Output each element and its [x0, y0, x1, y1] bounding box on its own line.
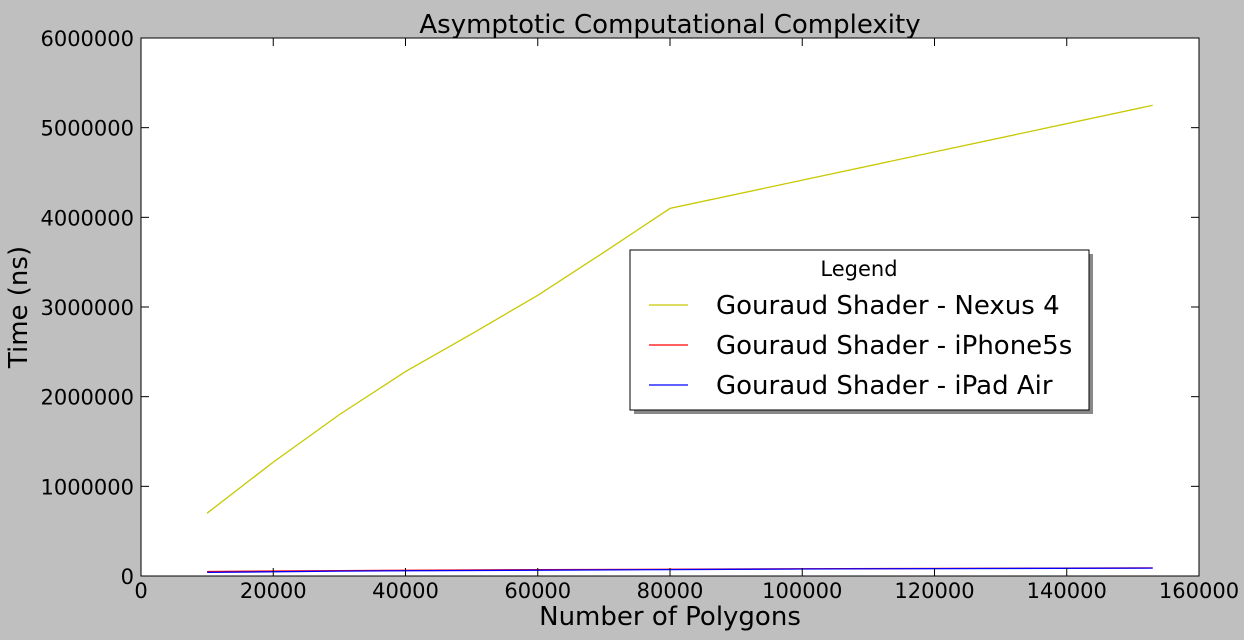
x-tick-label: 40000: [372, 579, 439, 603]
x-tick-label: 160000: [1159, 579, 1239, 603]
y-tick-label: 0: [121, 565, 134, 589]
y-tick-label: 5000000: [40, 117, 134, 141]
x-tick-label: 60000: [504, 579, 571, 603]
series-line-0: [206, 104, 1153, 514]
y-axis-label: Time (ns): [4, 246, 34, 369]
y-tick-label: 2000000: [40, 386, 134, 410]
y-tick-label: 4000000: [40, 206, 134, 230]
x-tick-label: 80000: [637, 579, 704, 603]
legend-label-1: Gouraud Shader - iPhone5s: [716, 331, 1072, 361]
legend-box: [629, 249, 1090, 411]
legend-entries: Gouraud Shader - Nexus 4 Gouraud Shader -…: [649, 291, 1072, 401]
x-tick-label: 140000: [1027, 579, 1107, 603]
chart-title: Asymptotic Computational Complexity: [419, 10, 920, 40]
legend-label-0: Gouraud Shader - Nexus 4: [716, 291, 1060, 321]
y-tick-label: 1000000: [40, 475, 134, 499]
x-tick-label: 120000: [894, 579, 974, 603]
legend-label-2: Gouraud Shader - iPad Air: [716, 371, 1053, 401]
tick-layer: 0 20000 40000 60000 80000 100000 120000 140000 1…: [40, 27, 1239, 603]
x-axis-label: Number of Polygons: [539, 602, 801, 632]
x-tick-label: 100000: [762, 579, 842, 603]
x-tick-label: 20000: [240, 579, 307, 603]
x-tick-label: 0: [134, 579, 147, 603]
legend-title: Legend: [820, 257, 897, 281]
y-tick-label: 3000000: [40, 296, 134, 320]
y-tick-label: 6000000: [40, 27, 134, 51]
